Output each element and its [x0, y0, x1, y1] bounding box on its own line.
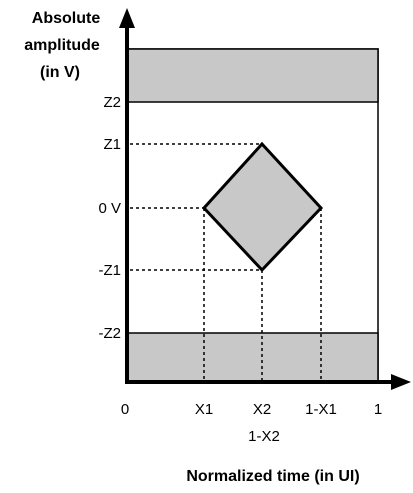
x-tick-x1: X1	[195, 401, 213, 418]
y-tick-z1: Z1	[103, 136, 121, 153]
upper-mask-region	[126, 48, 379, 103]
x-axis-arrowhead	[391, 374, 411, 390]
y-axis-title-line-2: amplitude	[24, 37, 100, 54]
y-tick-zero: 0 V	[98, 200, 121, 217]
y-axis-arrowhead	[119, 8, 135, 28]
x-tick-one-minus-x1: 1-X1	[305, 401, 337, 418]
x-tick-zero: 0	[121, 401, 129, 418]
x-axis-title: Normalized time (in UI)	[186, 468, 359, 485]
x-tick-one-minus-x2: 1-X2	[248, 428, 280, 445]
y-axis-title-line-1: Absolute	[32, 10, 101, 27]
y-axis-title-line-3: (in V)	[40, 64, 80, 81]
lower-mask-region	[126, 332, 379, 383]
y-tick-neg-z2: -Z2	[99, 325, 122, 342]
y-tick-neg-z1: -Z1	[99, 262, 122, 279]
x-tick-one: 1	[374, 401, 382, 418]
y-tick-z2: Z2	[103, 94, 121, 111]
x-tick-x2: X2	[253, 401, 271, 418]
guide-lines	[130, 143, 322, 382]
eye-mask-diamond	[201, 141, 324, 273]
